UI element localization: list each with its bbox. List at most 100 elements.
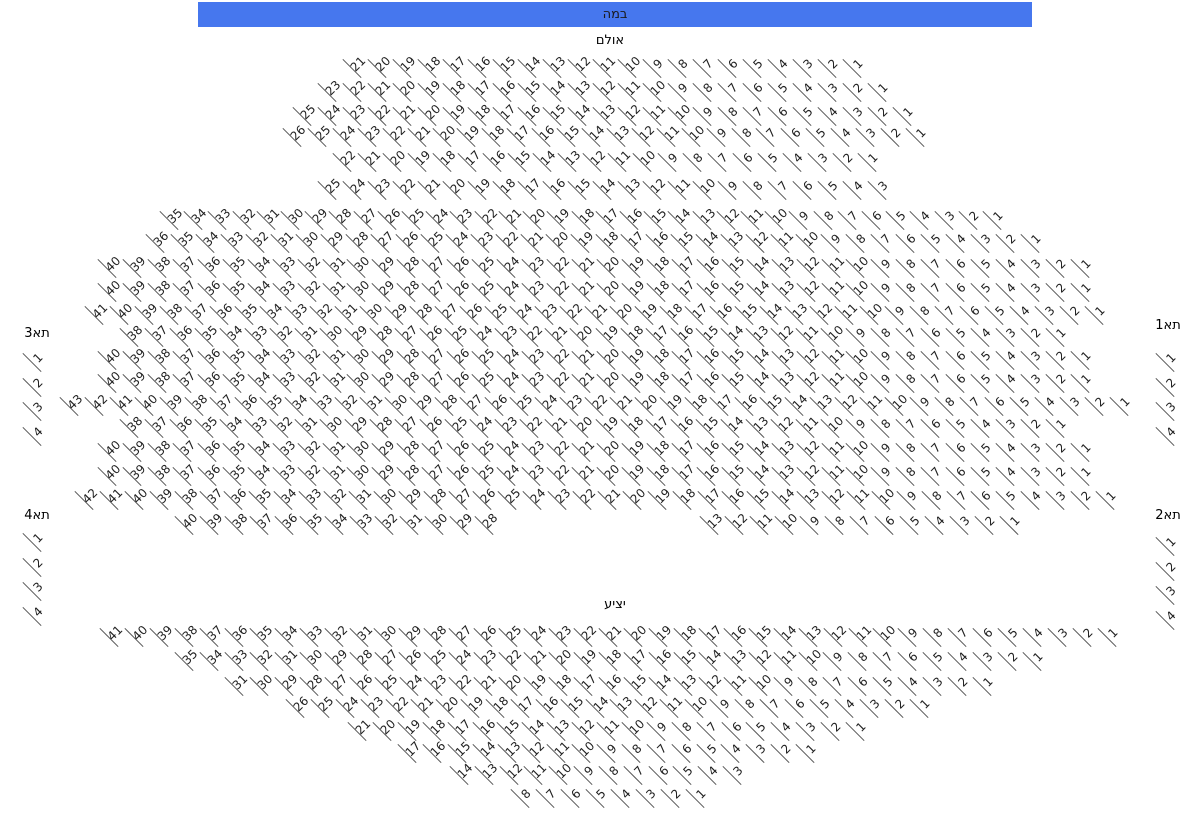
hall-row-20-seat[interactable]: 28 bbox=[473, 511, 500, 539]
hall-row-6-seat[interactable]: 21 bbox=[416, 176, 443, 204]
hall-row-6-seat[interactable]: 18 bbox=[491, 176, 518, 204]
hall-row-15-seat[interactable]: 43 bbox=[58, 392, 85, 420]
hall-row-6-seat[interactable]: 4 bbox=[841, 178, 867, 204]
hall-row-20-seat[interactable]: 6 bbox=[873, 513, 899, 539]
balcony-row-2-seat[interactable]: 1 bbox=[1021, 649, 1047, 675]
balcony-row-2-seat[interactable]: 2 bbox=[996, 649, 1022, 675]
balcony-row-8-seat[interactable]: 4 bbox=[609, 786, 635, 812]
balcony-row-3-seat[interactable]: 30 bbox=[248, 672, 275, 700]
hall-row-6-seat[interactable]: 7 bbox=[766, 178, 792, 204]
hall-row-20-seat[interactable]: 11 bbox=[748, 511, 775, 539]
hall-row-20-seat[interactable]: 40 bbox=[173, 511, 200, 539]
hall-row-20-seat[interactable]: 31 bbox=[398, 511, 425, 539]
balcony-row-1-seat[interactable]: 40 bbox=[123, 623, 150, 651]
balcony-row-6-seat[interactable]: 1 bbox=[794, 741, 820, 767]
box-2-seat[interactable]: 4 bbox=[1154, 608, 1180, 634]
hall-row-6-seat[interactable]: 8 bbox=[741, 178, 767, 204]
hall-row-19-seat[interactable]: 18 bbox=[671, 486, 698, 514]
hall-row-6-seat[interactable]: 10 bbox=[691, 176, 718, 204]
hall-row-19-seat[interactable]: 3 bbox=[1044, 488, 1070, 514]
hall-row-20-seat[interactable]: 30 bbox=[423, 511, 450, 539]
balcony-row-1-seat[interactable]: 3 bbox=[1046, 625, 1072, 651]
balcony-row-4-seat[interactable]: 1 bbox=[908, 696, 934, 722]
balcony-row-8-seat[interactable]: 2 bbox=[659, 786, 685, 812]
box-1-seat[interactable]: 4 bbox=[1154, 424, 1180, 450]
hall-row-4-seat[interactable]: 26 bbox=[281, 123, 308, 151]
balcony-row-4-seat[interactable]: 25 bbox=[309, 694, 336, 722]
hall-row-19-seat[interactable]: 42 bbox=[73, 486, 100, 514]
hall-row-20-seat[interactable]: 9 bbox=[798, 513, 824, 539]
hall-row-19-seat[interactable]: 41 bbox=[98, 486, 125, 514]
hall-row-6-seat[interactable]: 13 bbox=[616, 176, 643, 204]
hall-row-11-seat[interactable]: 1 bbox=[1083, 303, 1109, 329]
hall-row-19-seat[interactable]: 4 bbox=[1019, 488, 1045, 514]
hall-row-20-seat[interactable]: 1 bbox=[998, 513, 1024, 539]
hall-row-6-seat[interactable]: 20 bbox=[441, 176, 468, 204]
hall-row-6-seat[interactable]: 24 bbox=[341, 176, 368, 204]
hall-row-4-seat[interactable]: 2 bbox=[879, 125, 905, 151]
balcony-row-3-seat[interactable]: 1 bbox=[971, 674, 997, 700]
hall-row-19-seat[interactable]: 1 bbox=[1094, 488, 1120, 514]
balcony-row-7-seat[interactable]: 13 bbox=[473, 761, 500, 789]
hall-row-6-seat[interactable]: 3 bbox=[866, 178, 892, 204]
hall-row-19-seat[interactable]: 23 bbox=[546, 486, 573, 514]
balcony-row-5-seat[interactable]: 21 bbox=[346, 717, 373, 745]
balcony-row-6-seat[interactable]: 17 bbox=[396, 739, 423, 767]
balcony-row-7-seat[interactable]: 14 bbox=[448, 761, 475, 789]
balcony-row-4-seat[interactable]: 2 bbox=[883, 696, 909, 722]
hall-row-6-seat[interactable]: 16 bbox=[541, 176, 568, 204]
balcony-row-5-seat[interactable]: 20 bbox=[371, 717, 398, 745]
hall-row-20-seat[interactable]: 36 bbox=[273, 511, 300, 539]
hall-row-20-seat[interactable]: 5 bbox=[898, 513, 924, 539]
hall-row-20-seat[interactable]: 3 bbox=[948, 513, 974, 539]
hall-row-4-seat[interactable]: 1 bbox=[904, 125, 930, 151]
hall-row-20-seat[interactable]: 34 bbox=[323, 511, 350, 539]
box-4-seat[interactable]: 4 bbox=[21, 604, 47, 630]
balcony-row-2-seat[interactable]: 35 bbox=[173, 647, 200, 675]
hall-row-15-seat[interactable]: 42 bbox=[83, 392, 110, 420]
hall-row-19-seat[interactable]: 22 bbox=[571, 486, 598, 514]
balcony-row-3-seat[interactable]: 31 bbox=[223, 672, 250, 700]
hall-row-20-seat[interactable]: 10 bbox=[773, 511, 800, 539]
hall-row-19-seat[interactable]: 24 bbox=[521, 486, 549, 514]
hall-row-20-seat[interactable]: 8 bbox=[823, 513, 849, 539]
balcony-row-6-seat[interactable]: 16 bbox=[421, 739, 448, 767]
hall-row-6-seat[interactable]: 22 bbox=[391, 176, 418, 204]
balcony-row-8-seat[interactable]: 5 bbox=[584, 786, 610, 812]
hall-row-20-seat[interactable]: 39 bbox=[198, 511, 225, 539]
balcony-row-2-seat[interactable]: 34 bbox=[198, 647, 225, 675]
balcony-row-8-seat[interactable]: 6 bbox=[559, 786, 585, 812]
balcony-row-8-seat[interactable]: 1 bbox=[684, 786, 710, 812]
hall-row-20-seat[interactable]: 32 bbox=[373, 511, 400, 539]
balcony-row-4-seat[interactable]: 26 bbox=[284, 694, 311, 722]
hall-row-20-seat[interactable]: 13 bbox=[698, 511, 725, 539]
balcony-row-5-seat[interactable]: 2 bbox=[819, 719, 845, 745]
hall-row-20-seat[interactable]: 7 bbox=[848, 513, 874, 539]
balcony-row-1-seat[interactable]: 41 bbox=[98, 623, 125, 651]
hall-row-20-seat[interactable]: 38 bbox=[223, 511, 250, 539]
hall-row-19-seat[interactable]: 40 bbox=[123, 486, 150, 514]
hall-row-6-seat[interactable]: 14 bbox=[591, 176, 618, 204]
hall-row-19-seat[interactable]: 21 bbox=[596, 486, 623, 514]
balcony-row-6-seat[interactable]: 2 bbox=[769, 741, 795, 767]
hall-row-19-seat[interactable]: 25 bbox=[496, 486, 524, 514]
hall-row-19-seat[interactable]: 20 bbox=[621, 486, 648, 514]
hall-row-6-seat[interactable]: 15 bbox=[566, 176, 593, 204]
hall-row-11-seat[interactable]: 41 bbox=[83, 301, 110, 329]
hall-row-19-seat[interactable]: 19 bbox=[646, 486, 673, 514]
hall-row-20-seat[interactable]: 12 bbox=[723, 511, 750, 539]
hall-row-19-seat[interactable]: 39 bbox=[148, 486, 175, 514]
balcony-row-1-seat[interactable]: 1 bbox=[1096, 625, 1122, 651]
hall-row-20-seat[interactable]: 4 bbox=[923, 513, 949, 539]
balcony-row-8-seat[interactable]: 8 bbox=[509, 786, 535, 812]
hall-row-20-seat[interactable]: 35 bbox=[298, 511, 325, 539]
hall-row-19-seat[interactable]: 2 bbox=[1069, 488, 1095, 514]
hall-row-6-seat[interactable]: 19 bbox=[466, 176, 493, 204]
balcony-row-1-seat[interactable]: 2 bbox=[1071, 625, 1097, 651]
hall-row-4-seat[interactable]: 25 bbox=[306, 123, 333, 151]
box-3-seat[interactable]: 4 bbox=[21, 424, 47, 450]
balcony-row-6-seat[interactable]: 3 bbox=[744, 741, 770, 767]
hall-row-20-seat[interactable]: 29 bbox=[448, 511, 475, 539]
hall-row-20-seat[interactable]: 37 bbox=[248, 511, 275, 539]
hall-row-20-seat[interactable]: 2 bbox=[973, 513, 999, 539]
